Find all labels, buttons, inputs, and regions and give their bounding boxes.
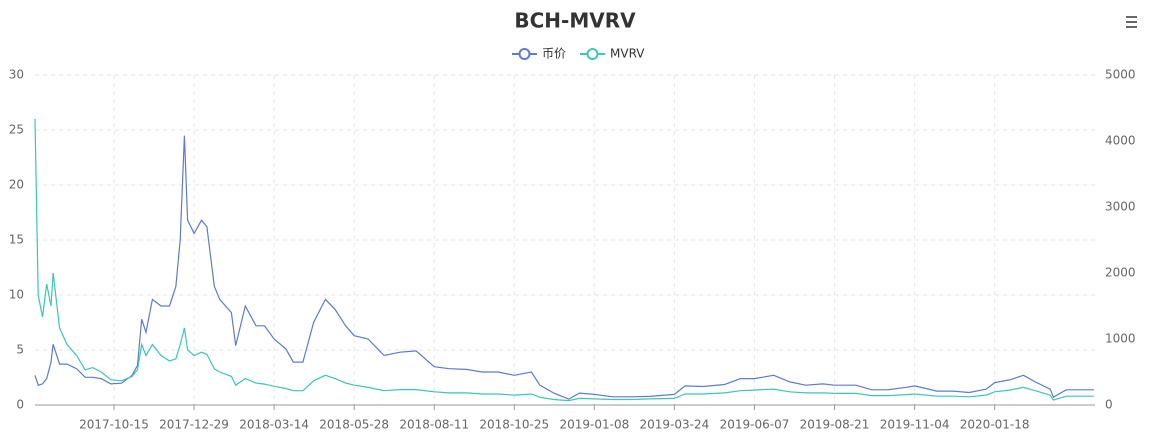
y2-tick-label: 0 [1105, 398, 1113, 412]
x-tick-label: 2018-10-25 [479, 418, 549, 432]
x-tick-label: 2019-01-08 [559, 418, 629, 432]
y2-tick-label: 5000 [1105, 68, 1136, 82]
y-tick-label: 10 [9, 288, 24, 302]
x-tick-label: 2019-08-21 [800, 418, 870, 432]
y-tick-label: 5 [16, 343, 24, 357]
x-tick-label: 2017-12-29 [159, 418, 229, 432]
chart-title: BCH-MVRV [514, 9, 636, 33]
y2-tick-label: 3000 [1105, 200, 1136, 214]
y-tick-label: 25 [9, 123, 24, 137]
x-tick-label: 2018-05-28 [319, 418, 389, 432]
legend-label: 币价 [542, 47, 566, 61]
x-tick-label: 2019-03-24 [640, 418, 710, 432]
x-tick-label: 2018-03-14 [239, 418, 309, 432]
x-tick-label: 2020-01-18 [960, 418, 1030, 432]
x-tick-label: 2019-06-07 [720, 418, 790, 432]
x-tick-label: 2018-08-11 [399, 418, 469, 432]
y-tick-label: 20 [9, 178, 24, 192]
legend-marker [586, 48, 599, 60]
legend-marker [518, 48, 531, 60]
x-tick-label: 2017-10-15 [79, 418, 149, 432]
y2-tick-label: 4000 [1105, 134, 1136, 148]
y-tick-label: 30 [9, 68, 24, 82]
legend-label: MVRV [610, 47, 645, 61]
y-tick-label: 15 [9, 233, 24, 247]
menu-icon[interactable] [1126, 16, 1137, 28]
y2-tick-label: 2000 [1105, 266, 1136, 280]
series-line [34, 135, 1094, 400]
y2-tick-label: 1000 [1105, 332, 1136, 346]
y-tick-label: 0 [16, 398, 24, 412]
series-line [34, 118, 1094, 402]
x-tick-label: 2019-11-04 [880, 418, 950, 432]
